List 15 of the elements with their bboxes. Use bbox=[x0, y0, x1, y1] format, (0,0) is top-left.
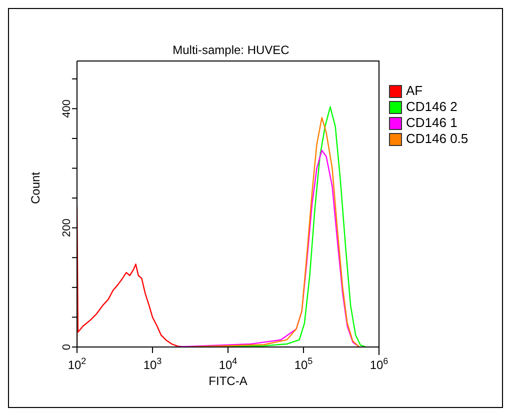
legend-label: CD146 0.5 bbox=[406, 131, 468, 147]
y-tick-label: 400 bbox=[60, 99, 73, 118]
x-tick-label: 10$^{5}$ bbox=[294, 356, 313, 372]
y-tick-label: 200 bbox=[60, 218, 73, 238]
chart-title: Multi-sample: HUVEC bbox=[172, 43, 290, 57]
x-tick-label: 10$^{3}$ bbox=[143, 356, 162, 372]
x-tick-label: 10$^{2}$ bbox=[68, 356, 86, 372]
x-tick-label: 10$^{6}$ bbox=[370, 356, 388, 372]
x-axis-title: FITC-A bbox=[208, 374, 248, 388]
legend-label: CD146 2 bbox=[406, 99, 458, 115]
y-tick-label: 0 bbox=[60, 344, 73, 350]
y-axis-title: Count bbox=[28, 171, 42, 204]
x-tick-label: 10$^{4}$ bbox=[218, 356, 238, 372]
legend-label: AF bbox=[406, 83, 423, 99]
legend-label: CD146 1 bbox=[406, 115, 458, 131]
